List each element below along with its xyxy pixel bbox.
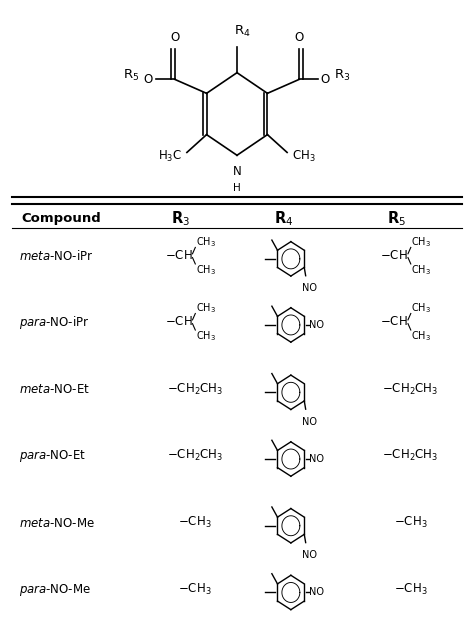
Text: $-$CH$_3$: $-$CH$_3$: [178, 582, 211, 597]
Text: NO: NO: [309, 587, 324, 597]
Text: CH$_3$: CH$_3$: [196, 329, 216, 344]
Text: H$_3$C: H$_3$C: [158, 149, 182, 164]
Text: $-$CH$_2$CH$_3$: $-$CH$_2$CH$_3$: [167, 381, 223, 397]
Text: CH$_3$: CH$_3$: [196, 301, 216, 315]
Text: O: O: [320, 73, 330, 86]
Text: NO: NO: [309, 320, 324, 330]
Text: CH$_3$: CH$_3$: [196, 263, 216, 277]
Text: CH$_3$: CH$_3$: [292, 149, 316, 164]
Text: $\it{meta}$-NO-iPr: $\it{meta}$-NO-iPr: [19, 249, 93, 263]
Text: NO: NO: [302, 550, 317, 560]
Text: CH$_3$: CH$_3$: [411, 329, 431, 344]
Text: R$_5$: R$_5$: [122, 68, 139, 83]
Text: $-$CH$_2$CH$_3$: $-$CH$_2$CH$_3$: [382, 448, 438, 463]
Text: R$_5$: R$_5$: [387, 210, 406, 228]
Text: $-$CH$_2$CH$_3$: $-$CH$_2$CH$_3$: [167, 448, 223, 463]
Text: $\it{meta}$-NO-Me: $\it{meta}$-NO-Me: [19, 517, 95, 529]
Text: R$_3$: R$_3$: [171, 210, 190, 228]
Text: N: N: [233, 165, 241, 178]
Text: $-$CH$_2$CH$_3$: $-$CH$_2$CH$_3$: [382, 381, 438, 397]
Text: O: O: [295, 31, 304, 44]
Text: Compound: Compound: [21, 212, 101, 226]
Text: $-$CH: $-$CH: [165, 249, 192, 262]
Text: $\it{para}$-NO-Me: $\it{para}$-NO-Me: [19, 582, 91, 598]
Text: H: H: [233, 183, 241, 194]
Text: CH$_3$: CH$_3$: [411, 263, 431, 277]
Text: CH$_3$: CH$_3$: [411, 235, 431, 249]
Text: R$_4$: R$_4$: [234, 24, 251, 39]
Text: $-$CH: $-$CH: [165, 315, 192, 328]
Text: $-$CH: $-$CH: [380, 249, 408, 262]
Text: R$_4$: R$_4$: [274, 210, 293, 228]
Text: $-$CH$_3$: $-$CH$_3$: [393, 582, 427, 597]
Text: NO: NO: [309, 454, 324, 464]
Text: CH$_3$: CH$_3$: [196, 235, 216, 249]
Text: $-$CH$_3$: $-$CH$_3$: [393, 515, 427, 530]
Text: $-$CH: $-$CH: [380, 315, 408, 328]
Text: CH$_3$: CH$_3$: [411, 301, 431, 315]
Text: NO: NO: [302, 417, 317, 427]
Text: $-$CH$_3$: $-$CH$_3$: [178, 515, 211, 530]
Text: R$_3$: R$_3$: [334, 68, 351, 83]
Text: $\it{para}$-NO-iPr: $\it{para}$-NO-iPr: [19, 314, 90, 331]
Text: O: O: [144, 73, 153, 86]
Text: O: O: [170, 31, 179, 44]
Text: $\it{meta}$-NO-Et: $\it{meta}$-NO-Et: [19, 383, 90, 396]
Text: $\it{para}$-NO-Et: $\it{para}$-NO-Et: [19, 449, 86, 465]
Text: NO: NO: [302, 283, 317, 294]
